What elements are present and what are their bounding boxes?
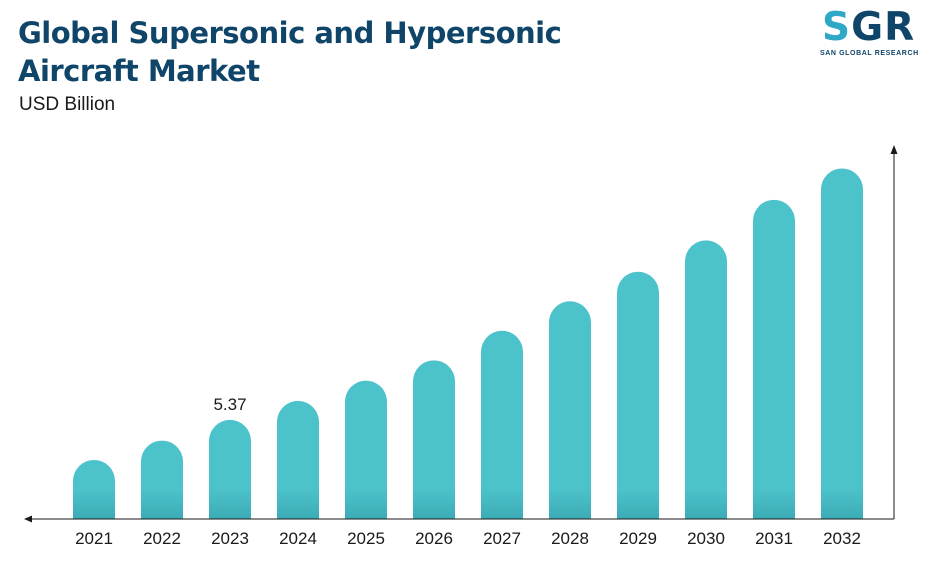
- x-tick-label: 2028: [551, 529, 589, 548]
- logo-tagline: SAN GLOBAL RESEARCH: [820, 50, 919, 57]
- bar-2029: [617, 271, 659, 519]
- bar-2032: [821, 168, 863, 519]
- chart-subtitle: USD Billion: [19, 94, 116, 115]
- labels-group: 2021 2022 2023 2024 2025 2026 2027 2028 2029 2030…: [75, 395, 861, 548]
- bar-2025: [345, 380, 387, 519]
- bar-2027: [481, 330, 523, 519]
- bars-group: [73, 168, 863, 519]
- chart-title: Global Supersonic and Hypersonic Aircraf…: [18, 16, 562, 88]
- x-tick-label: 2024: [279, 529, 317, 548]
- x-tick-label: 2022: [143, 529, 181, 548]
- bar-2026: [413, 360, 455, 519]
- bar-base-shade-2027: [481, 489, 523, 519]
- x-tick-label: 2023: [211, 529, 249, 548]
- bar-base-shade-2029: [617, 489, 659, 519]
- x-tick-label: 2027: [483, 529, 521, 548]
- bar-2028: [549, 301, 591, 519]
- bar-base-shade-2026: [413, 489, 455, 519]
- logo-letters: SGR: [822, 5, 916, 50]
- x-tick-label: 2032: [823, 529, 861, 548]
- x-tick-label: 2030: [687, 529, 725, 548]
- x-tick-label: 2026: [415, 529, 453, 548]
- x-tick-label: 2025: [347, 529, 385, 548]
- bar-2031: [753, 199, 795, 519]
- x-tick-label: 2021: [75, 529, 113, 548]
- sgr-logo: SGR SAN GLOBAL RESEARCH: [818, 6, 918, 62]
- bar-base-shade-2022: [141, 489, 183, 519]
- bar-base-shade-2024: [277, 489, 319, 519]
- bar-2030: [685, 240, 727, 519]
- bar-base-shade-2028: [549, 489, 591, 519]
- bar-base-shade-2021: [73, 489, 115, 519]
- y-axis-arrow: [890, 145, 898, 154]
- bar-base-shade-2030: [685, 489, 727, 519]
- bar-base-shade-2023: [209, 489, 251, 519]
- x-tick-label: 2031: [755, 529, 793, 548]
- bar-base-shade-2025: [345, 489, 387, 519]
- bar-base-shade-2031: [753, 489, 795, 519]
- data-label: 5.37: [213, 395, 246, 414]
- bar-base-shade-2032: [821, 489, 863, 519]
- x-axis-arrow: [24, 515, 32, 523]
- x-tick-label: 2029: [619, 529, 657, 548]
